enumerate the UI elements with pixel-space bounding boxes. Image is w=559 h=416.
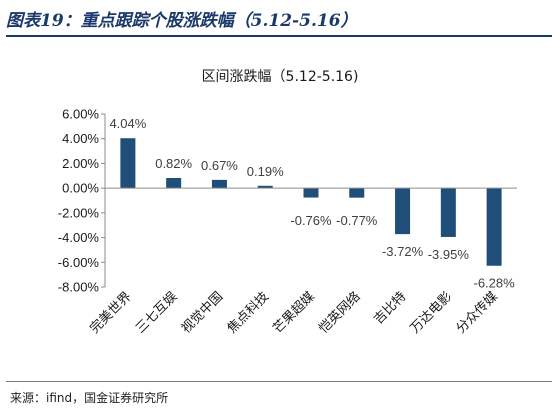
bar bbox=[211, 179, 227, 189]
bar bbox=[166, 178, 182, 189]
category-label: 芒果超媒 bbox=[270, 289, 318, 337]
bar bbox=[440, 188, 456, 237]
y-tick-label: 0.00% bbox=[62, 181, 99, 196]
chart-title: 区间涨跌幅（5.12-5.16) bbox=[202, 69, 359, 85]
bar bbox=[120, 138, 136, 189]
figure-heading: 图表19：重点跟踪个股涨跌幅（5.12-5.16） bbox=[6, 5, 552, 37]
category-label: 万达电影 bbox=[408, 289, 455, 336]
data-label: 4.04% bbox=[109, 116, 146, 131]
y-tick-label: -2.00% bbox=[58, 205, 100, 220]
data-label: 0.19% bbox=[247, 164, 284, 179]
y-tick-label: 2.00% bbox=[62, 156, 99, 171]
bar bbox=[395, 188, 411, 235]
category-label: 分众传媒 bbox=[454, 289, 501, 336]
bar bbox=[257, 185, 273, 189]
category-label: 视觉中国 bbox=[179, 289, 226, 336]
y-tick-label: -4.00% bbox=[58, 230, 100, 245]
source-divider bbox=[6, 381, 552, 382]
category-label: 焦点科技 bbox=[225, 289, 272, 336]
data-label: 0.82% bbox=[155, 156, 192, 171]
category-label: 吉比特 bbox=[371, 289, 409, 327]
data-label: 0.67% bbox=[201, 158, 238, 173]
bar bbox=[349, 188, 365, 198]
y-tick-label: -6.00% bbox=[58, 255, 100, 270]
data-label: -6.28% bbox=[474, 276, 516, 291]
category-label: 完美世界 bbox=[87, 289, 134, 336]
bar-chart: 区间涨跌幅（5.12-5.16) 6.00% 4.00% 2.00% 0.00% -2.0… bbox=[58, 69, 517, 337]
bar bbox=[303, 188, 319, 198]
category-label: 三七互娱 bbox=[133, 289, 180, 336]
y-tick-label: -8.00% bbox=[58, 280, 100, 295]
data-label: -3.72% bbox=[382, 244, 424, 259]
source-note: 来源：ifind，国金证券研究所 bbox=[10, 391, 169, 405]
data-label: -3.95% bbox=[428, 247, 470, 262]
figure-heading-text: 图表19：重点跟踪个股涨跌幅（5.12-5.16） bbox=[6, 11, 358, 31]
bar bbox=[486, 188, 502, 266]
data-label: -0.76% bbox=[290, 213, 332, 228]
category-label: 恺英网络 bbox=[316, 289, 364, 337]
y-tick-label: 4.00% bbox=[62, 131, 99, 146]
data-label: -0.77% bbox=[336, 213, 378, 228]
y-tick-label: 6.00% bbox=[62, 107, 99, 122]
